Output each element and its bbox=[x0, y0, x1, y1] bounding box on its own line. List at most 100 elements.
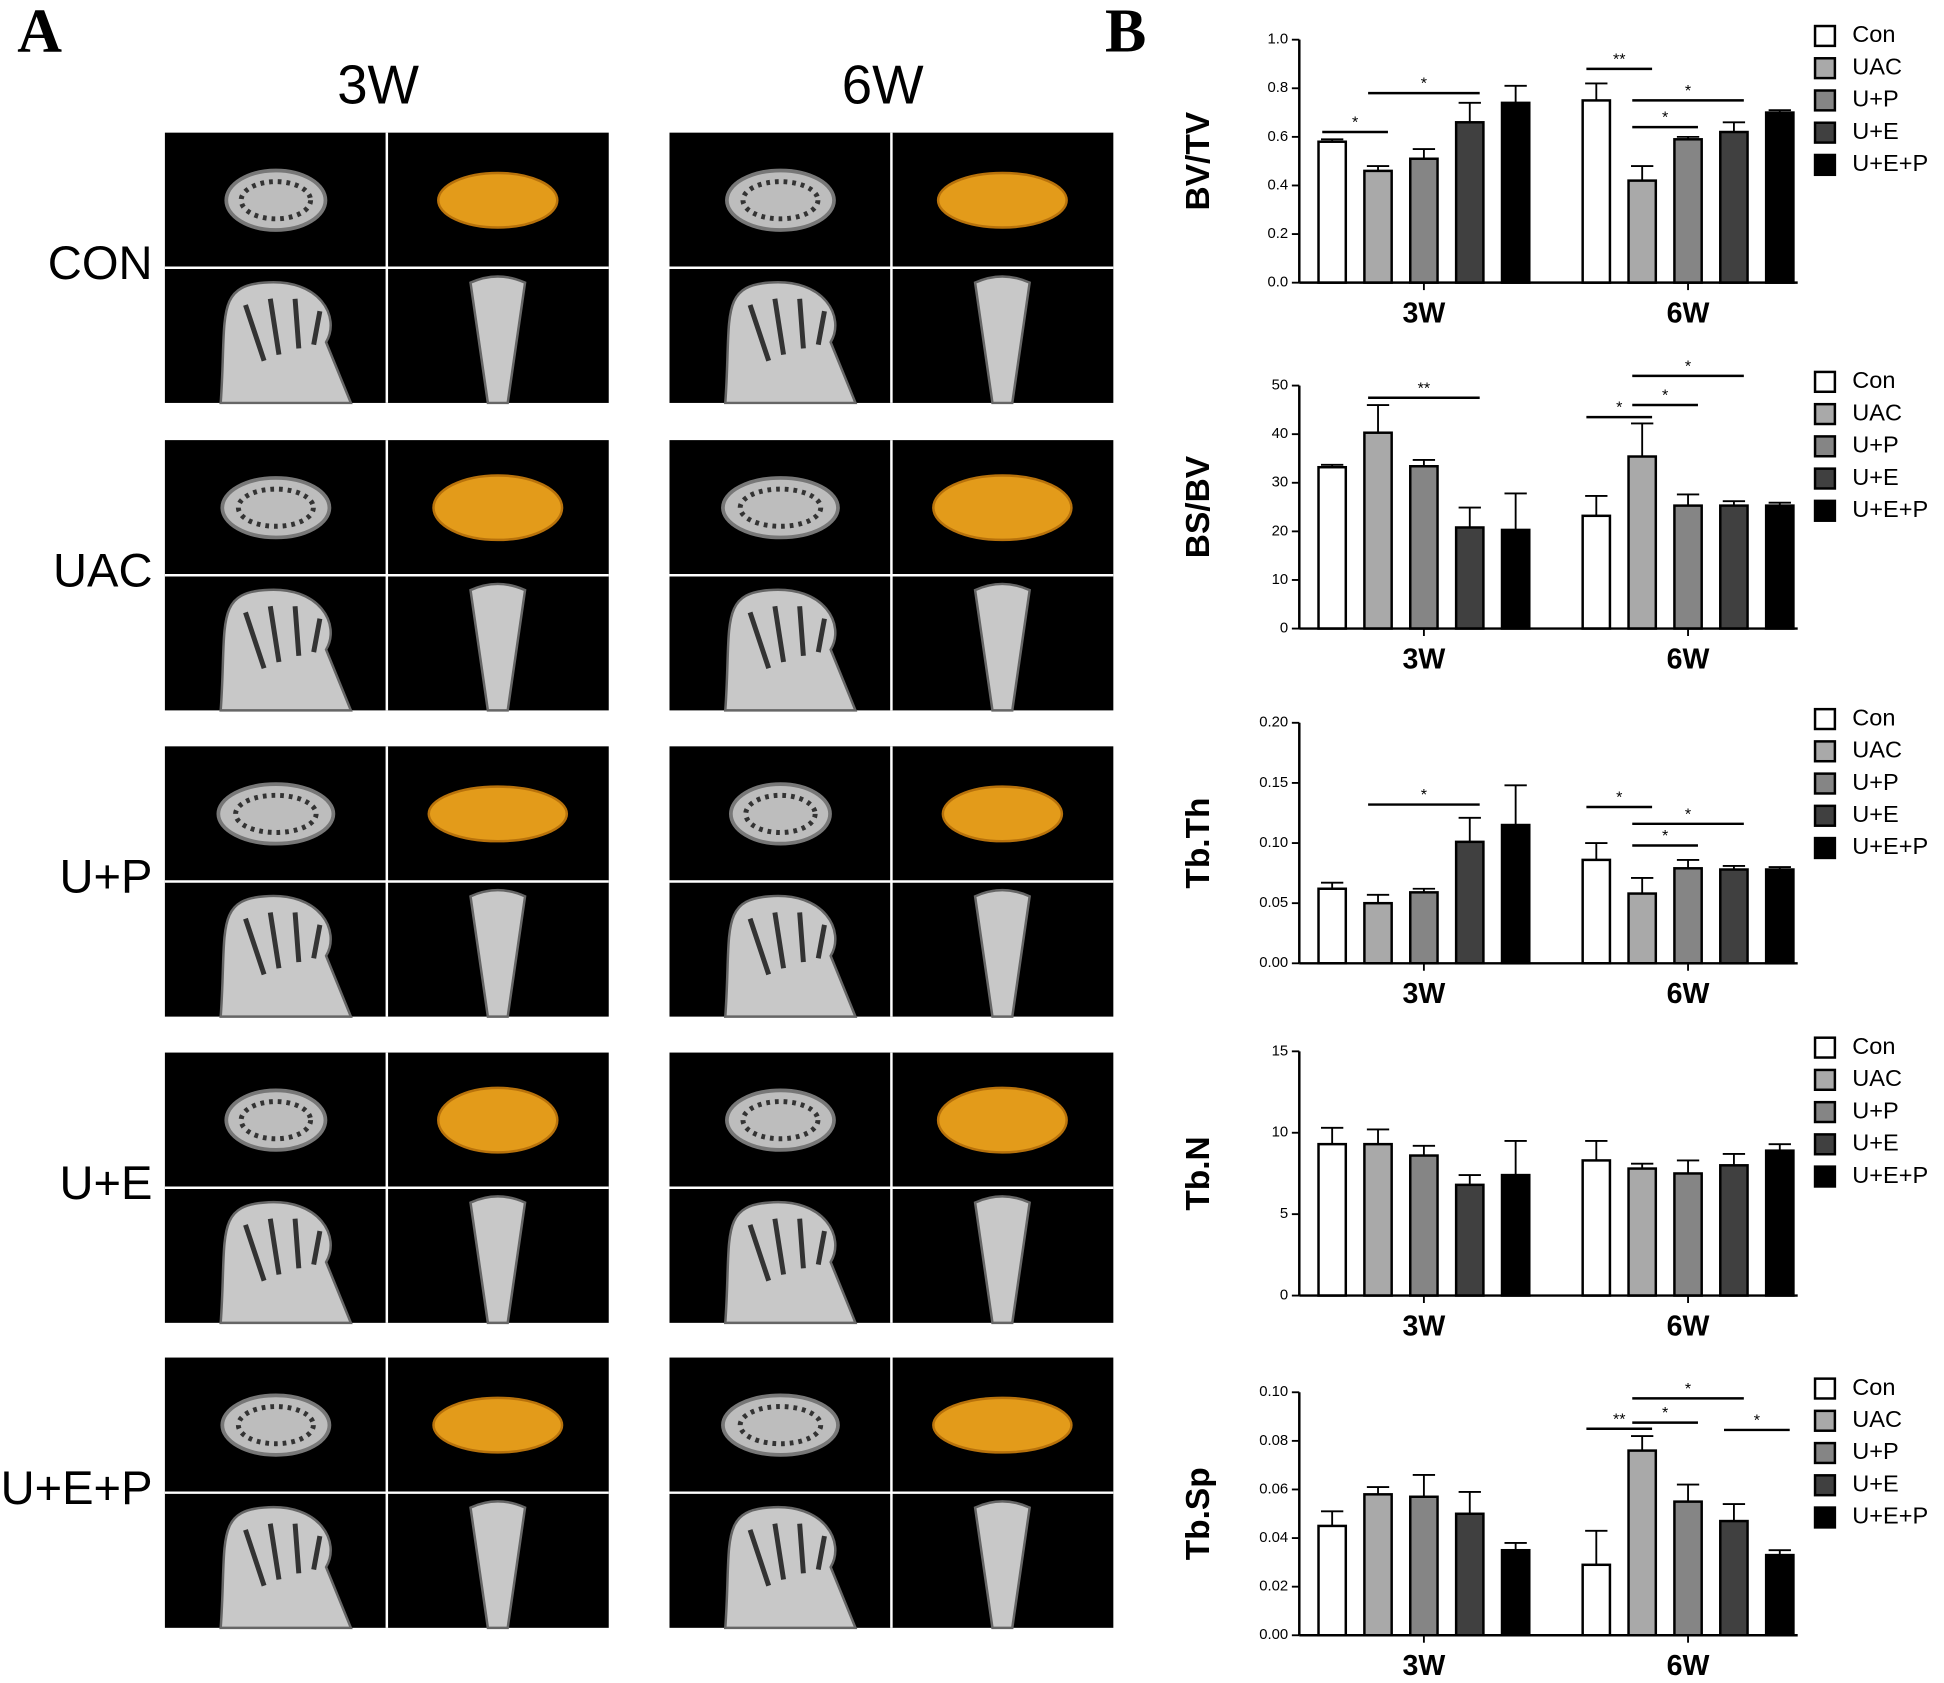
significance-label: ** bbox=[1613, 50, 1626, 68]
x-tick-label: 3W bbox=[1403, 1310, 1446, 1342]
x-tick-label: 6W bbox=[1667, 297, 1710, 329]
y-tick-label: 40 bbox=[1272, 426, 1289, 442]
coronal-section bbox=[973, 888, 1032, 1018]
legend-swatch bbox=[1813, 1377, 1837, 1400]
coronal-section bbox=[469, 1500, 527, 1630]
legend-label: U+P bbox=[1852, 86, 1898, 112]
ct-image bbox=[669, 440, 1114, 712]
ct-image bbox=[669, 1357, 1114, 1630]
y-tick-label: 15 bbox=[1272, 1043, 1289, 1059]
legend-label: Con bbox=[1852, 21, 1895, 47]
legend-label: U+P bbox=[1852, 1097, 1898, 1123]
y-tick-label: 0.06 bbox=[1259, 1481, 1288, 1497]
legend-swatch bbox=[1813, 772, 1837, 795]
y-tick-label: 0.4 bbox=[1267, 177, 1288, 193]
legend-label: U+E bbox=[1852, 118, 1898, 144]
bar bbox=[1317, 887, 1348, 965]
x-tick-label: 6W bbox=[1667, 1310, 1710, 1342]
render-3d bbox=[432, 474, 564, 542]
cross-section-pores bbox=[740, 179, 821, 222]
significance-label: * bbox=[1662, 1404, 1669, 1422]
significance-label: * bbox=[1685, 1380, 1692, 1398]
legend-swatch bbox=[1813, 1133, 1837, 1156]
coronal-section bbox=[469, 1195, 527, 1325]
bar bbox=[1673, 867, 1703, 965]
significance-label: * bbox=[1662, 827, 1669, 845]
y-tick-label: 30 bbox=[1272, 475, 1289, 491]
bar bbox=[1363, 901, 1393, 965]
row-label: U+E+P bbox=[1, 1461, 153, 1514]
significance-label: * bbox=[1616, 789, 1623, 807]
row-label: CON bbox=[48, 236, 153, 289]
render-3d bbox=[427, 785, 569, 843]
row-label: U+E bbox=[60, 1156, 153, 1209]
bar bbox=[1500, 1173, 1531, 1297]
significance-label: * bbox=[1685, 357, 1692, 375]
y-tick-label: 0.10 bbox=[1259, 835, 1288, 851]
render-3d bbox=[437, 1086, 559, 1154]
legend-label: U+P bbox=[1852, 1438, 1898, 1464]
y-tick-label: 5 bbox=[1280, 1206, 1288, 1222]
cross-section-pores bbox=[740, 1099, 821, 1142]
x-tick-label: 3W bbox=[1403, 643, 1446, 675]
bar bbox=[1719, 504, 1749, 630]
bar bbox=[1581, 1563, 1612, 1637]
y-tick-label: 0.0 bbox=[1267, 275, 1288, 291]
bar bbox=[1500, 823, 1531, 965]
legend-label: U+E bbox=[1852, 801, 1898, 827]
significance-label: * bbox=[1352, 114, 1359, 132]
ct-image bbox=[164, 440, 609, 712]
legend-label: UAC bbox=[1852, 53, 1902, 79]
bar bbox=[1317, 1142, 1348, 1297]
legend-swatch bbox=[1813, 467, 1837, 490]
legend-label: U+E+P bbox=[1852, 833, 1928, 859]
bar bbox=[1363, 1493, 1393, 1637]
bar bbox=[1317, 140, 1348, 284]
y-axis-title: BV/TV bbox=[1180, 111, 1217, 210]
panel-label: A bbox=[17, 0, 62, 65]
y-axis-title: Tb.Sp bbox=[1180, 1467, 1217, 1560]
legend-label: Con bbox=[1852, 367, 1895, 393]
legend-swatch bbox=[1813, 89, 1837, 112]
y-tick-label: 0.8 bbox=[1267, 80, 1288, 96]
render-3d bbox=[941, 785, 1064, 843]
y-tick-label: 50 bbox=[1272, 377, 1289, 393]
bar bbox=[1627, 892, 1658, 965]
legend-swatch bbox=[1813, 499, 1837, 522]
sagittal-trabeculae bbox=[747, 1523, 827, 1587]
legend-swatch bbox=[1813, 804, 1837, 827]
bar bbox=[1500, 101, 1531, 284]
cross-section-pores bbox=[238, 179, 314, 222]
bar bbox=[1454, 1512, 1485, 1637]
legend-swatch bbox=[1813, 1100, 1837, 1124]
render-3d bbox=[936, 1086, 1068, 1154]
legend-swatch bbox=[1813, 740, 1837, 763]
x-tick-label: 3W bbox=[1403, 978, 1446, 1010]
legend-label: U+E bbox=[1852, 1470, 1898, 1496]
y-axis-title: Tb.Th bbox=[1180, 798, 1217, 889]
y-tick-label: 0.6 bbox=[1267, 129, 1288, 145]
bar bbox=[1363, 169, 1393, 284]
bar bbox=[1764, 868, 1795, 965]
y-tick-label: 0 bbox=[1280, 1287, 1288, 1303]
y-tick-label: 0.04 bbox=[1259, 1530, 1288, 1546]
y-tick-label: 0.02 bbox=[1259, 1579, 1288, 1595]
x-tick-label: 6W bbox=[1667, 643, 1710, 675]
cross-section-pores bbox=[238, 1099, 314, 1142]
legend-label: U+E+P bbox=[1852, 1503, 1928, 1529]
legend-label: UAC bbox=[1852, 1406, 1902, 1432]
bar bbox=[1764, 504, 1795, 630]
bar bbox=[1719, 1519, 1749, 1637]
bar bbox=[1500, 528, 1531, 630]
cross-section-pores bbox=[235, 486, 316, 529]
ct-image bbox=[164, 1052, 609, 1325]
x-tick-label: 6W bbox=[1667, 978, 1710, 1010]
sagittal-trabeculae bbox=[747, 298, 827, 362]
bar bbox=[1627, 1449, 1658, 1637]
significance-label: * bbox=[1616, 399, 1623, 417]
coronal-section bbox=[973, 582, 1032, 712]
ct-image bbox=[669, 1052, 1114, 1325]
legend-swatch bbox=[1813, 1506, 1837, 1529]
bar bbox=[1627, 455, 1658, 630]
